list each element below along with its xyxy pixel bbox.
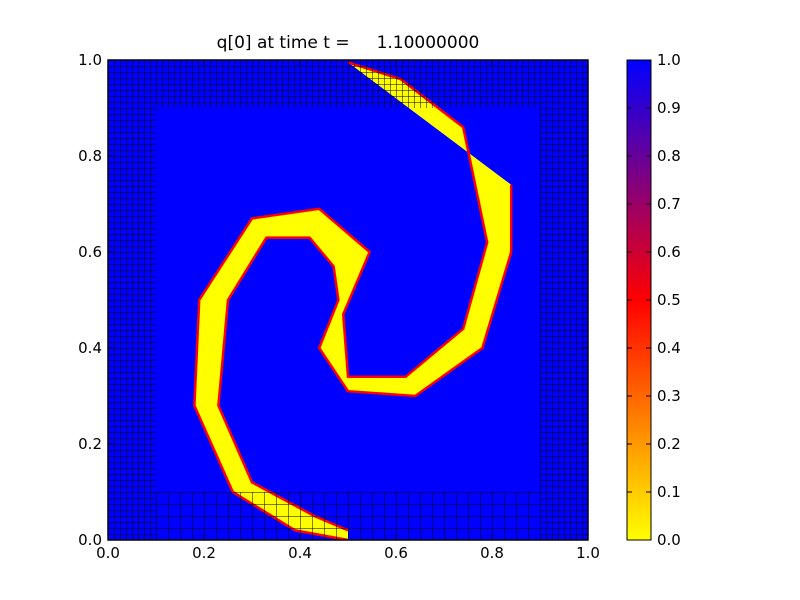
x-axis: 0.0 0.2 0.4 0.6 0.8 1.0 bbox=[96, 60, 600, 562]
y-tick-label: 0.0 bbox=[78, 531, 102, 549]
x-tick-label: 0.6 bbox=[384, 544, 408, 562]
colorbar-tick-label: 0.5 bbox=[657, 291, 681, 309]
y-tick-label: 0.4 bbox=[78, 339, 102, 357]
x-tick-label: 1.0 bbox=[576, 544, 600, 562]
colorbar-tick-label: 0.6 bbox=[657, 243, 681, 261]
mesh-patch-left bbox=[108, 60, 156, 540]
x-tick-label: 0.4 bbox=[288, 544, 312, 562]
colorbar-tick-label: 0.2 bbox=[657, 435, 681, 453]
mesh-patch-bottom bbox=[156, 492, 540, 540]
colorbar-tick-label: 0.4 bbox=[657, 339, 681, 357]
amr-mesh bbox=[108, 60, 588, 540]
colorbar-tick-label: 0.8 bbox=[657, 147, 681, 165]
colorbar-tick-label: 0.0 bbox=[657, 531, 681, 549]
colorbar-ticks: 0.0 0.1 0.2 0.3 0.4 0.5 0.6 0.7 0.8 0.9 1.0 bbox=[627, 51, 681, 549]
y-tick-label: 0.2 bbox=[78, 435, 102, 453]
plot-area: 0.0 0.2 0.4 0.6 0.8 1.0 0.0 0.2 0.4 0.6 0.8 1.0 bbox=[78, 51, 600, 562]
colorbar-tick-label: 1.0 bbox=[657, 51, 681, 69]
x-tick-label: 0.8 bbox=[480, 544, 504, 562]
colorbar: 0.0 0.1 0.2 0.3 0.4 0.5 0.6 0.7 0.8 0.9 1.0 bbox=[626, 51, 681, 549]
y-tick-label: 0.6 bbox=[78, 243, 102, 261]
plot-frame bbox=[107, 59, 589, 541]
colorbar-tick-label: 0.3 bbox=[657, 387, 681, 405]
y-tick-label: 1.0 bbox=[78, 51, 102, 69]
x-tick-label: 0.0 bbox=[96, 544, 120, 562]
x-tick-label: 0.2 bbox=[192, 544, 216, 562]
mesh-patch-right bbox=[540, 60, 588, 540]
colorbar-tick-label: 0.1 bbox=[657, 483, 681, 501]
spiral-interface bbox=[193, 61, 513, 540]
colorbar-tick-label: 0.9 bbox=[657, 99, 681, 117]
mesh-patch-top bbox=[156, 60, 540, 108]
colorbar-tick-label: 0.7 bbox=[657, 195, 681, 213]
y-axis: 0.0 0.2 0.4 0.6 0.8 1.0 bbox=[78, 51, 588, 549]
y-tick-label: 0.8 bbox=[78, 147, 102, 165]
chart-title: q[0] at time t = 1.10000000 bbox=[217, 33, 480, 53]
